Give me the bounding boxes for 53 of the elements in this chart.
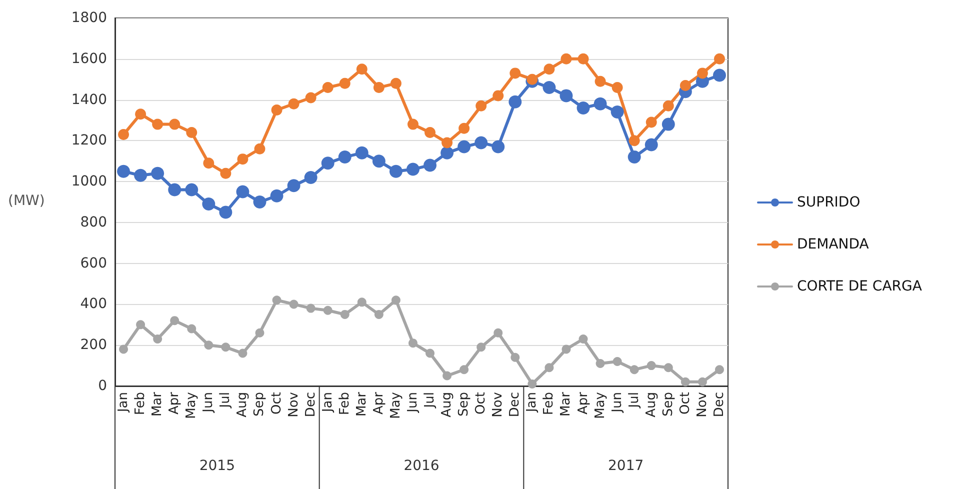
y-tick-label: 1000	[71, 174, 107, 190]
x-tick-label: May	[592, 392, 608, 419]
x-tick-label: Aug	[235, 392, 250, 418]
x-tick-label: Nov	[490, 392, 506, 418]
x-tick-label: Sep	[660, 392, 676, 417]
x-tick-label: Aug	[644, 392, 659, 418]
y-axis-title: (MW)	[8, 193, 45, 209]
y-tick-label: 800	[80, 214, 107, 230]
x-tick-label: Feb	[337, 392, 352, 416]
x-tick-label: Jan	[524, 392, 540, 414]
x-tick-label: Jun	[610, 392, 625, 414]
legend-label: SUPRIDO	[797, 194, 860, 210]
x-tick-label: Jul	[422, 392, 438, 409]
x-tick-label: Feb	[542, 392, 557, 416]
x-tick-label: Jan	[116, 392, 132, 414]
text: 2015	[199, 458, 235, 474]
text: 2016	[404, 458, 440, 474]
text: 2017	[608, 458, 644, 474]
x-tick-label: Mar	[558, 391, 574, 417]
x-tick-label: Apr	[576, 391, 591, 414]
y-tick-label: 1400	[71, 92, 107, 108]
x-tick-label: Nov	[286, 392, 302, 418]
x-tick-label: Jan	[320, 392, 336, 414]
legend-label: CORTE DE CARGA	[797, 278, 922, 294]
x-tick-label: Mar	[354, 391, 370, 417]
x-tick-label: Oct	[269, 392, 284, 414]
x-tick-label: Sep	[456, 392, 472, 417]
x-tick-label: Dec	[508, 392, 523, 418]
x-tick-label: Aug	[440, 392, 455, 418]
x-tick-label: Jun	[201, 392, 216, 414]
x-tick-label: Oct	[474, 392, 489, 414]
y-tick-label: 1200	[71, 132, 107, 149]
y-tick-label: 400	[80, 296, 107, 312]
x-tick-label: Dec	[303, 392, 318, 418]
y-tick-label: 600	[80, 255, 107, 272]
x-tick-label: Jul	[218, 392, 234, 409]
x-tick-label: Oct	[678, 392, 693, 414]
x-tick-label: Mar	[150, 391, 166, 417]
x-tick-label: Dec	[712, 392, 727, 418]
x-tick-label: Feb	[133, 392, 148, 416]
x-tick-label: May	[184, 392, 200, 419]
x-tick-label: Sep	[252, 392, 268, 417]
legend-label: DEMANDA	[797, 236, 870, 252]
y-tick-label: 1600	[71, 50, 107, 67]
y-tick-label: 1800	[71, 10, 107, 26]
x-tick-label: Apr	[167, 391, 182, 414]
x-tick-label: Jun	[405, 392, 420, 414]
x-tick-label: May	[388, 392, 404, 419]
x-tick-label: Jul	[626, 392, 642, 409]
y-tick-label: 0	[98, 378, 107, 394]
x-tick-label: Apr	[371, 391, 386, 414]
x-tick-label: Nov	[694, 392, 710, 418]
y-tick-label: 200	[80, 337, 107, 354]
